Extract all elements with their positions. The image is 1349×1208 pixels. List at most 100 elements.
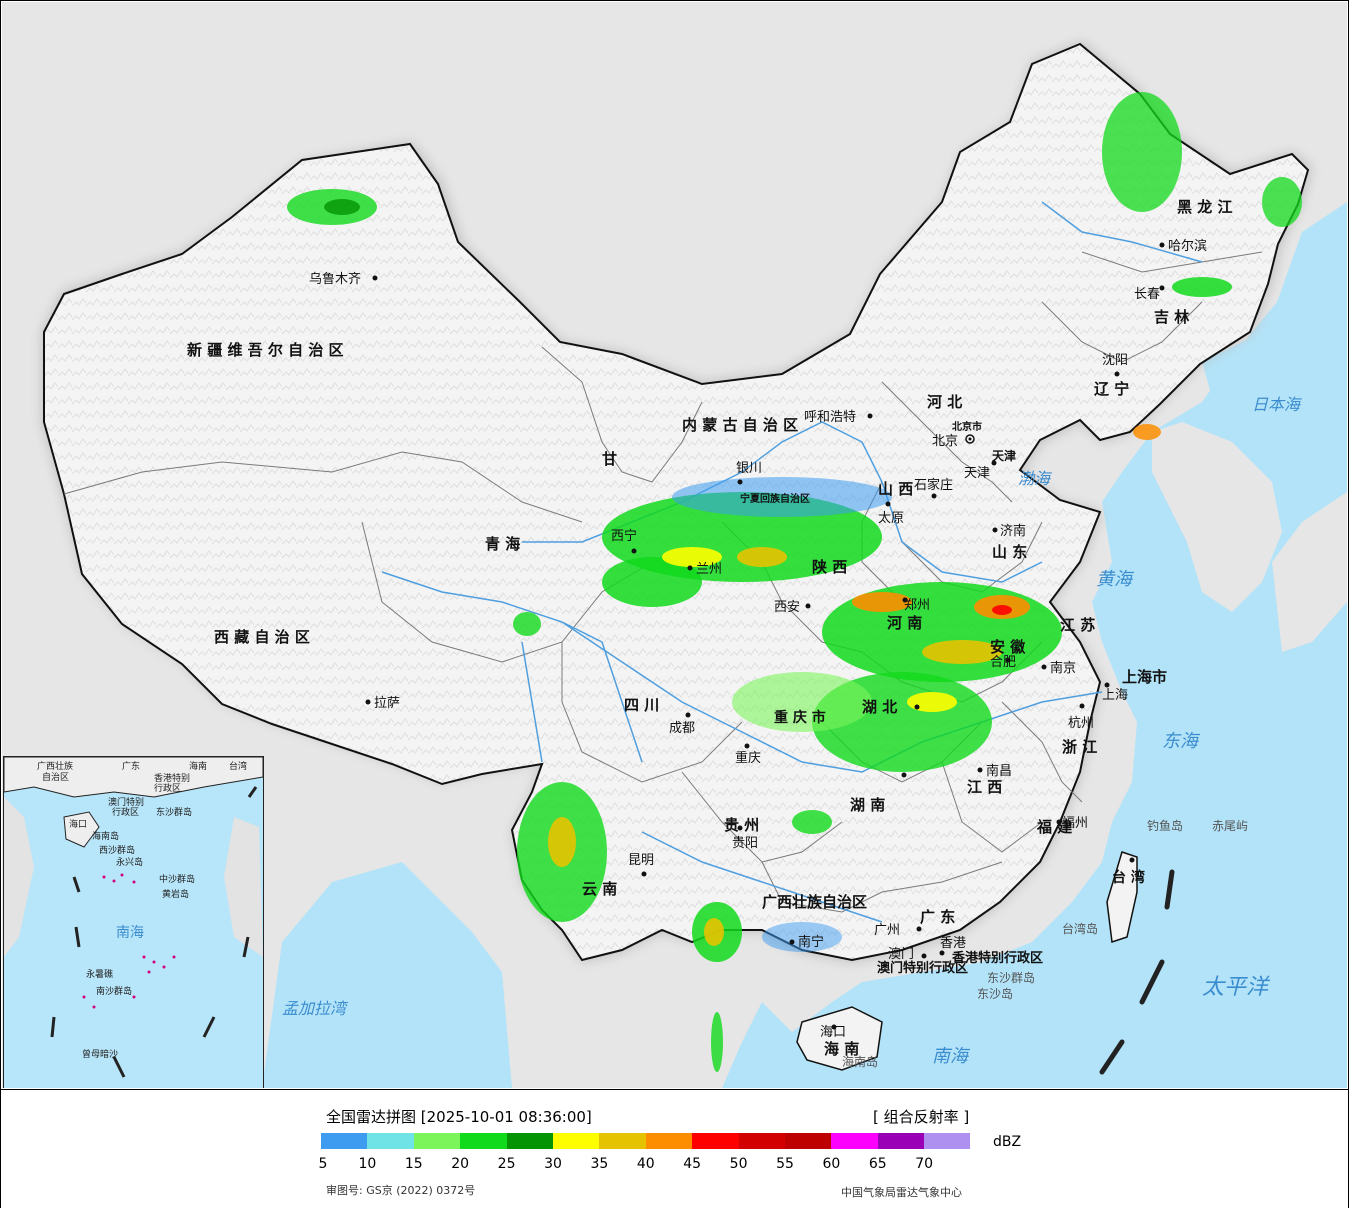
city-zhengzhou: 郑州 xyxy=(902,597,930,613)
inset-label-hainan-island: 海南岛 xyxy=(92,830,119,842)
svg-text:西安: 西安 xyxy=(774,600,800,615)
province-label-hongkong: 香港特别行政区 xyxy=(951,950,1043,966)
svg-text:兰州: 兰州 xyxy=(696,562,722,577)
sea-label-nanhai: 南海 xyxy=(932,1046,971,1067)
svg-text:北京: 北京 xyxy=(932,434,958,449)
echo-hubei-light xyxy=(732,672,872,732)
inset-label-zizhiqu: 自治区 xyxy=(42,771,69,783)
province-label-shaanxi: 陕 西 xyxy=(812,558,847,576)
province-label-anhui: 安 徽 xyxy=(990,638,1026,656)
legend-title: 全国雷达拼图 [2025-10-01 08:36:00] xyxy=(326,1108,592,1126)
scale-swatch-65 xyxy=(877,1133,925,1149)
province-label-tianjin: 天津 xyxy=(992,448,1016,463)
city-nanning: 南宁 xyxy=(789,934,824,950)
inset-label-yongxing: 永兴岛 xyxy=(116,856,143,868)
city-chongqing: 重庆 xyxy=(735,743,761,766)
echo-hainan-west xyxy=(711,1012,723,1072)
province-label-macao: 澳门特别行政区 xyxy=(877,960,968,976)
inset-label-nanhai: 南海 xyxy=(116,925,144,941)
scale-swatch-20 xyxy=(460,1133,507,1149)
svg-text:昆明: 昆明 xyxy=(628,853,654,868)
city-beijing: 北京 xyxy=(932,434,975,449)
province-label-ningxia: 宁夏回族自治区 xyxy=(740,492,810,505)
sea-label-bengal: 孟加拉湾 xyxy=(282,999,349,1018)
inset-label-nansha: 南沙群岛 xyxy=(96,985,132,997)
province-label-hunan: 湖 南 xyxy=(850,796,885,814)
sea-labels: 渤海 黄海 东海 南海 日本海 太平洋 孟加拉湾 xyxy=(282,395,1302,1067)
city-urumqi: 乌鲁木齐 xyxy=(309,271,378,287)
city-taipei: 台北 xyxy=(1129,857,1135,863)
svg-text:郑州: 郑州 xyxy=(904,598,930,613)
scale-swatch-10 xyxy=(367,1133,414,1149)
province-label-xizang: 西 藏 自 治 区 xyxy=(214,628,310,646)
echo-gansu-west xyxy=(602,557,702,607)
city-kunming: 昆明 xyxy=(628,853,654,877)
province-label-xinjiang: 新 疆 维 吾 尔 自 治 区 xyxy=(187,341,344,359)
svg-text:南京: 南京 xyxy=(1050,660,1076,676)
svg-text:天津: 天津 xyxy=(964,466,990,481)
island-label-diaoyu: 钓鱼岛 xyxy=(1147,818,1183,833)
inset-label-guangdong: 广东 xyxy=(122,760,140,772)
scale-swatch-15 xyxy=(413,1133,461,1149)
city-taiyuan: 太原 xyxy=(878,501,904,526)
hainan-island xyxy=(796,1006,883,1071)
echo-heilongjiang-east xyxy=(1262,177,1302,227)
svg-text:长春: 长春 xyxy=(1134,287,1160,302)
japan-islands xyxy=(1272,492,1347,652)
inset-label-macao-region: 行政区 xyxy=(112,806,139,818)
svg-text:拉萨: 拉萨 xyxy=(374,696,400,711)
echo-hubei-core xyxy=(907,692,957,712)
inset-label-haikou: 海口 xyxy=(69,818,87,830)
city-hangzhou: 杭州 xyxy=(1068,703,1094,731)
city-nanchang: 南昌 xyxy=(977,763,1012,779)
scale-swatch-30 xyxy=(552,1133,600,1149)
city-chengdu: 成都 xyxy=(669,712,695,736)
inset-labels: 广西壮族 自治区 广东 海南 台湾 香港特别 行政区 澳门特别 行政区 海口 海… xyxy=(37,760,247,1060)
city-lhasa: 拉萨 xyxy=(365,696,400,711)
svg-text:海口: 海口 xyxy=(820,1025,846,1040)
scale-tick-45: 45 xyxy=(683,1156,702,1172)
svg-text:上海: 上海 xyxy=(1102,688,1128,703)
svg-text:西宁: 西宁 xyxy=(611,528,637,544)
echo-jiangsu-red xyxy=(992,605,1012,615)
province-label-chongqing: 重 庆 市 xyxy=(774,709,826,726)
province-label-gansu: 甘 xyxy=(602,450,617,468)
province-label-jiangsu: 江 苏 xyxy=(1060,616,1095,634)
province-label-heilongjiang: 黑 龙 江 xyxy=(1177,198,1232,216)
city-jinan: 济南 xyxy=(992,523,1026,539)
producer-credit: 中国气象局雷达气象中心 xyxy=(841,1186,962,1199)
scale-tick-15: 15 xyxy=(404,1156,423,1172)
echo-ningxia-core2 xyxy=(737,547,787,567)
province-label-shanxi: 山 西 xyxy=(878,480,913,498)
city-labels: 乌鲁木齐 拉萨 西宁 兰州 银川 呼和浩特 北京 天津 石家庄 太原 济南 西安… xyxy=(309,238,1207,1040)
scale-swatch-50 xyxy=(738,1133,785,1149)
bay-of-bengal xyxy=(262,862,512,1088)
echo-anhui xyxy=(922,640,1002,664)
island-label-dongsha-group: 东沙群岛 xyxy=(987,970,1035,985)
echo-ningxia-core xyxy=(662,547,722,567)
scale-tick-60: 60 xyxy=(822,1156,841,1172)
svg-text:银川: 银川 xyxy=(736,461,762,476)
inset-dashes xyxy=(50,786,258,1078)
echo-ningxia-light xyxy=(672,477,892,517)
svg-text:澳门: 澳门 xyxy=(888,946,914,962)
province-labels: 新 疆 维 吾 尔 自 治 区 西 藏 自 治 区 青 海 甘 四 川 云 南 … xyxy=(187,198,1232,1058)
map-canvas: 新 疆 维 吾 尔 自 治 区 西 藏 自 治 区 青 海 甘 四 川 云 南 … xyxy=(2,2,1347,1088)
svg-text:成都: 成都 xyxy=(669,721,695,736)
inset-label-huangyan: 黄岩岛 xyxy=(162,888,189,900)
city-xian: 西安 xyxy=(774,600,811,615)
city-shanghai: 上海 xyxy=(1102,682,1128,703)
sea-label-huanghai: 黄海 xyxy=(1096,569,1135,590)
color-scale-bar xyxy=(321,1133,971,1149)
echo-guangdong xyxy=(762,922,842,952)
taiwan-island xyxy=(1106,851,1138,944)
sea-area xyxy=(722,202,1347,1088)
scale-tick-30: 30 xyxy=(544,1156,562,1172)
province-label-henan: 河 南 xyxy=(887,614,922,632)
scale-tick-35: 35 xyxy=(590,1156,609,1172)
map-approval-number: 审图号: GS京 (2022) 0372号 xyxy=(326,1184,476,1197)
province-label-liaoning: 辽 宁 xyxy=(1094,380,1129,398)
city-guangzhou: 广州 xyxy=(874,923,922,938)
city-wuhan: 武汉 xyxy=(914,704,920,710)
